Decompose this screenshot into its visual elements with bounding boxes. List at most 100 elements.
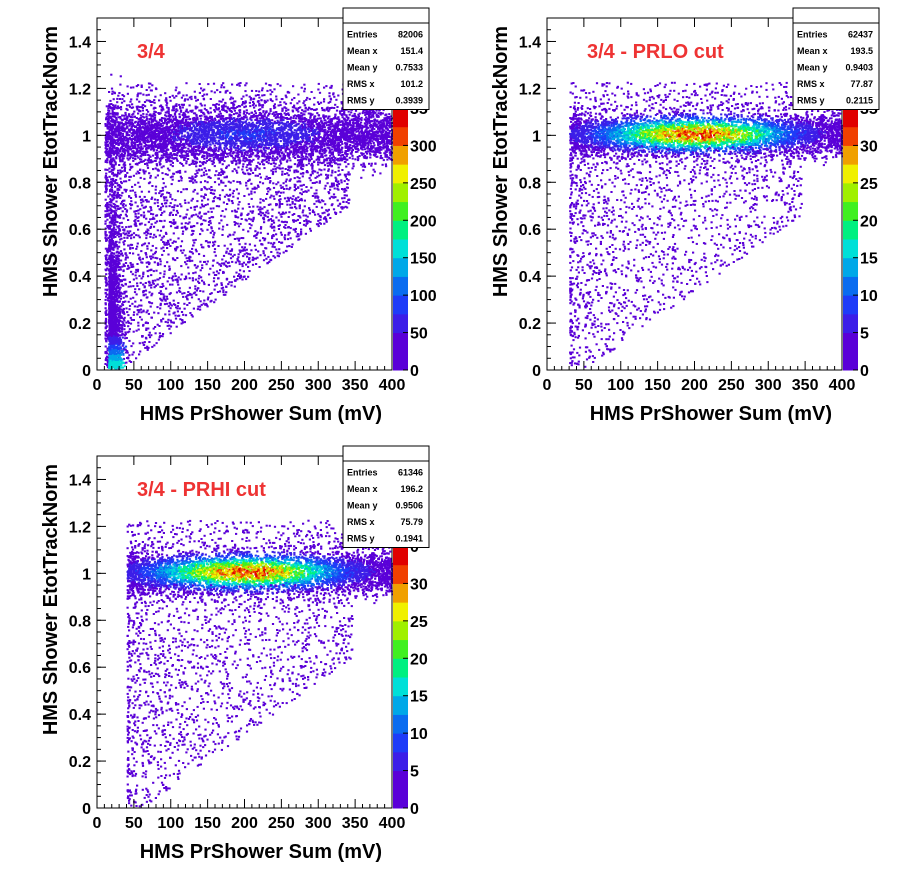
heatmap-cell [195, 139, 198, 142]
heatmap-cell [133, 115, 136, 118]
heatmap-cell [271, 155, 275, 158]
heatmap-cell [159, 138, 162, 141]
heatmap-cell [352, 162, 355, 165]
heatmap-cell [268, 151, 271, 154]
heatmap-cell [152, 124, 155, 127]
heatmap-cell [325, 159, 328, 162]
heatmap-cell [120, 122, 123, 125]
heatmap-cell [385, 144, 389, 147]
heatmap-cell [299, 120, 302, 123]
heatmap-cell [281, 134, 284, 136]
heatmap-cell [220, 138, 223, 141]
heatmap-cell [130, 98, 133, 101]
heatmap-cell [230, 126, 234, 129]
heatmap-cell [351, 154, 354, 157]
heatmap-cell [370, 162, 373, 165]
heatmap-cell [297, 137, 300, 140]
heatmap-cell [121, 118, 124, 121]
heatmap-cell [264, 149, 267, 152]
heatmap-cell [110, 87, 114, 90]
heatmap-cell [136, 155, 139, 158]
heatmap-cell [126, 85, 129, 88]
heatmap-cell [281, 107, 284, 110]
heatmap-cell [232, 113, 236, 116]
heatmap-cell [217, 103, 220, 106]
heatmap-cell [254, 104, 257, 107]
heatmap-cell [306, 137, 309, 140]
heatmap-cell [282, 137, 285, 140]
heatmap-cell [341, 151, 344, 154]
heatmap-cell [146, 138, 149, 141]
heatmap-cell [308, 134, 311, 136]
heatmap-cell [126, 117, 129, 120]
heatmap-cell [388, 113, 391, 116]
heatmap-cell [348, 113, 351, 116]
heatmap-cell [209, 98, 212, 100]
heatmap-cell [377, 112, 380, 115]
heatmap-cell [356, 150, 359, 153]
heatmap-cell [261, 143, 265, 146]
heatmap-cell [232, 150, 235, 153]
heatmap-cell [251, 116, 254, 119]
heatmap-cell [293, 154, 296, 157]
heatmap-cell [231, 97, 234, 100]
heatmap-cell [336, 129, 340, 132]
heatmap-cell [282, 119, 285, 122]
heatmap-cell [336, 139, 339, 142]
heatmap-cell [221, 134, 224, 137]
heatmap-cell [181, 154, 184, 157]
heatmap-cell [379, 152, 382, 154]
heatmap-cell [108, 103, 111, 106]
heatmap-cell [352, 122, 355, 125]
heatmap-cell [281, 170, 284, 173]
heatmap-cell [168, 117, 171, 120]
heatmap-cell [178, 115, 181, 118]
heatmap-cell [346, 125, 349, 128]
heatmap-cell [343, 137, 346, 140]
heatmap-cell [365, 152, 368, 155]
heatmap-cell [177, 142, 180, 145]
heatmap-cell [325, 157, 328, 160]
heatmap-cell [289, 127, 292, 130]
heatmap-cell [318, 103, 321, 105]
heatmap-cell [119, 132, 122, 135]
heatmap-cell [104, 123, 107, 125]
heatmap-cell [182, 122, 185, 125]
heatmap-cell [385, 130, 388, 133]
plot-panel-1: 0 50 100 150 200 250 300 350 40000.20.40.60.811.… [40, 7, 437, 425]
heatmap-cell [355, 125, 358, 128]
heatmap-cell [226, 136, 229, 139]
heatmap-cell [207, 132, 210, 135]
heatmap-cell [224, 123, 227, 126]
heatmap-cell [284, 150, 287, 153]
heatmap-cell [213, 117, 216, 120]
heatmap-cell [162, 165, 165, 168]
heatmap-cell [243, 116, 246, 119]
heatmap-cell [356, 120, 359, 123]
heatmap-cell [340, 110, 343, 112]
heatmap-cell [132, 145, 135, 148]
heatmap-cell [260, 151, 264, 154]
heatmap-cell [330, 139, 334, 142]
heatmap-cell [316, 101, 320, 104]
heatmap-cell [267, 162, 270, 165]
heatmap-cell [307, 112, 310, 115]
heatmap-cell [314, 139, 317, 141]
heatmap-cell [207, 123, 210, 126]
heatmap-cell [245, 116, 248, 119]
heatmap-cell [144, 105, 147, 108]
heatmap-cell [360, 152, 363, 155]
heatmap-cell [126, 115, 129, 118]
heatmap-cell [234, 123, 237, 126]
heatmap-cell [389, 158, 392, 161]
heatmap-cell [265, 111, 268, 113]
heatmap-cell [240, 142, 243, 145]
heatmap-cell [318, 140, 321, 143]
heatmap-cell [138, 117, 142, 120]
heatmap-cell [295, 114, 298, 117]
heatmap-cell [218, 119, 221, 122]
heatmap-cell [184, 128, 187, 131]
heatmap-cell [299, 143, 303, 146]
heatmap-cell [269, 110, 272, 112]
heatmap-cell [252, 113, 255, 116]
